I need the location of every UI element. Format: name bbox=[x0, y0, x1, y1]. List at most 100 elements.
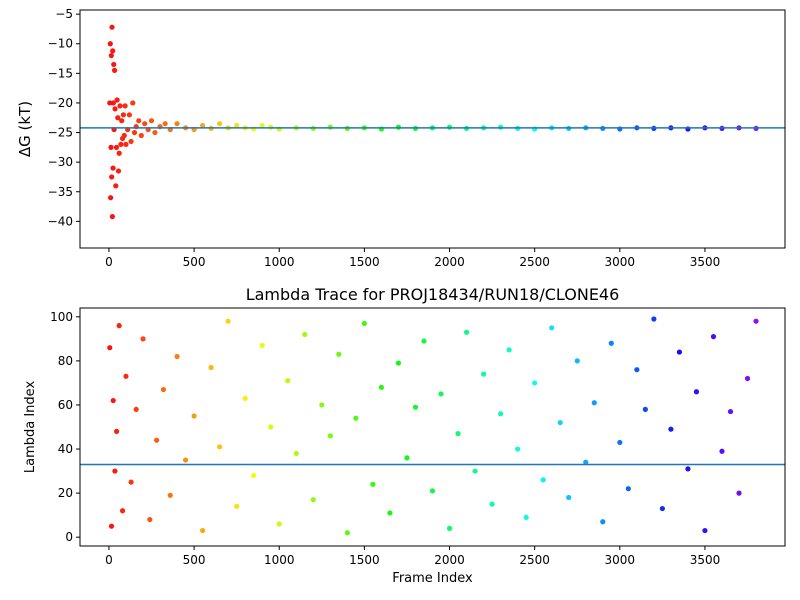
data-point bbox=[310, 497, 316, 503]
y-tick-label: −15 bbox=[48, 66, 73, 80]
data-point bbox=[217, 121, 223, 127]
y-tick-label: −35 bbox=[48, 185, 73, 199]
x-tick-label: 500 bbox=[183, 255, 206, 269]
data-point bbox=[336, 351, 342, 357]
data-point bbox=[107, 345, 113, 351]
data-point bbox=[117, 103, 123, 109]
data-point bbox=[532, 380, 538, 386]
lambda-title: Lambda Trace for PROJ18434/RUN18/CLONE46 bbox=[246, 285, 620, 304]
data-point bbox=[327, 433, 333, 439]
y-tick-label: −10 bbox=[48, 37, 73, 51]
data-point bbox=[438, 391, 444, 397]
data-point bbox=[119, 508, 126, 514]
data-point bbox=[642, 406, 648, 412]
data-point bbox=[138, 132, 144, 139]
data-point bbox=[480, 371, 487, 377]
data-point bbox=[123, 141, 129, 147]
delta-g-x-ticks: 0 500 1000 1500 2000 2500 3000 3500 bbox=[105, 248, 720, 269]
data-point bbox=[668, 426, 674, 432]
data-point bbox=[353, 415, 359, 421]
data-point bbox=[268, 424, 274, 430]
data-point bbox=[128, 138, 134, 145]
x-tick-label: 1500 bbox=[349, 553, 380, 567]
x-tick-label: 3000 bbox=[605, 553, 636, 567]
data-point bbox=[557, 419, 563, 426]
data-point bbox=[108, 523, 115, 529]
y-tick-label: −25 bbox=[48, 126, 73, 140]
data-point bbox=[174, 353, 180, 360]
data-point bbox=[112, 468, 118, 474]
data-point bbox=[387, 510, 393, 516]
data-point bbox=[549, 325, 555, 331]
data-point bbox=[319, 402, 325, 408]
data-point bbox=[111, 67, 118, 73]
data-point bbox=[108, 195, 114, 201]
y-tick-label: 40 bbox=[58, 442, 73, 456]
x-tick-label: 2500 bbox=[519, 553, 550, 567]
data-point bbox=[131, 129, 138, 136]
data-point bbox=[344, 530, 350, 536]
delta-g-panel: 0 500 1000 1500 2000 2500 3000 3500 −40 −35 −30 −2… bbox=[16, 7, 786, 269]
data-point bbox=[217, 444, 223, 450]
y-tick-label: 100 bbox=[50, 310, 73, 324]
data-point bbox=[489, 501, 495, 507]
delta-g-axes-frame bbox=[79, 9, 786, 249]
data-point bbox=[110, 397, 116, 404]
data-point bbox=[147, 516, 153, 523]
data-point bbox=[259, 122, 265, 129]
data-point bbox=[109, 24, 115, 30]
data-point bbox=[114, 97, 120, 103]
data-point bbox=[591, 400, 597, 406]
data-point bbox=[114, 428, 120, 435]
x-tick-label: 2500 bbox=[519, 255, 550, 269]
data-point bbox=[719, 448, 725, 454]
x-tick-label: 1000 bbox=[264, 255, 295, 269]
data-point bbox=[608, 340, 614, 346]
data-point bbox=[107, 100, 113, 106]
x-tick-label: 3500 bbox=[690, 553, 721, 567]
data-point bbox=[234, 122, 240, 129]
data-point bbox=[130, 100, 136, 106]
data-point bbox=[285, 378, 291, 384]
data-point bbox=[251, 472, 257, 479]
data-point bbox=[115, 168, 122, 174]
data-point bbox=[455, 431, 461, 437]
data-point bbox=[429, 488, 436, 494]
data-point bbox=[113, 144, 120, 150]
data-point bbox=[116, 323, 122, 329]
data-point bbox=[293, 450, 299, 457]
data-point bbox=[110, 165, 116, 171]
data-point bbox=[111, 61, 117, 68]
x-tick-label: 3000 bbox=[605, 255, 636, 269]
lambda-x-ticks: 0 500 1000 1500 2000 2500 3000 3500 bbox=[105, 546, 720, 567]
y-tick-label: 20 bbox=[58, 486, 73, 500]
x-tick-label: 3500 bbox=[690, 255, 721, 269]
data-point bbox=[109, 174, 115, 180]
data-point bbox=[167, 492, 173, 498]
lambda-y-label: Lambda Index bbox=[23, 381, 38, 474]
x-tick-label: 0 bbox=[105, 255, 113, 269]
data-point bbox=[736, 490, 742, 496]
data-point bbox=[676, 349, 683, 355]
data-point bbox=[133, 406, 139, 412]
data-point bbox=[574, 358, 580, 364]
data-point bbox=[634, 367, 640, 373]
data-point bbox=[685, 466, 691, 472]
data-point bbox=[118, 141, 124, 147]
lambda-x-label: Frame Index bbox=[392, 571, 473, 586]
data-point bbox=[128, 479, 134, 485]
data-point bbox=[191, 413, 197, 419]
data-point bbox=[208, 364, 214, 371]
data-point bbox=[160, 386, 167, 393]
data-point bbox=[108, 52, 114, 59]
data-point bbox=[566, 494, 572, 501]
x-tick-label: 2000 bbox=[434, 553, 465, 567]
data-point bbox=[123, 373, 129, 379]
data-point bbox=[498, 411, 504, 417]
y-tick-label: −30 bbox=[48, 155, 73, 169]
data-point bbox=[710, 334, 717, 340]
data-point bbox=[727, 408, 734, 415]
data-point bbox=[113, 183, 119, 189]
data-point bbox=[625, 486, 631, 492]
data-point bbox=[107, 41, 113, 47]
